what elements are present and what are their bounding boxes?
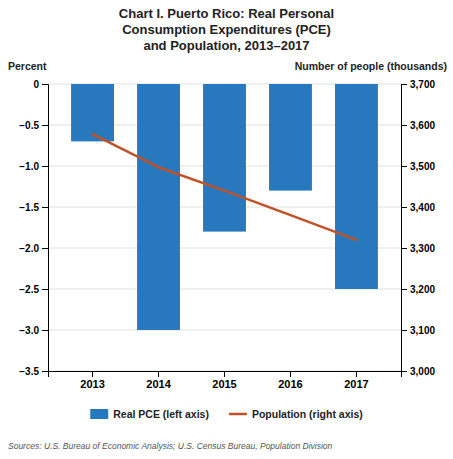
tick: 3,400: [401, 202, 435, 213]
tick: 3,600: [401, 120, 435, 131]
tick-mark: [290, 371, 291, 377]
x-axis: 2013 2014 2015 2016 2017: [49, 371, 402, 390]
tick-label: 2013: [80, 378, 104, 390]
tick-label: −2.0: [19, 243, 39, 254]
tick-label: 3,300: [410, 243, 435, 254]
tick-label: −0.5: [19, 120, 39, 131]
axis-line: [42, 85, 49, 372]
bar: [269, 84, 312, 191]
y-axis: 0 −0.5 −1.0 −1.5 −2.0 −2.5 −3.0 −3.5: [19, 79, 48, 377]
source: Sources: U.S. Bureau of Economic Analysi…: [8, 441, 333, 451]
tick-mark: [401, 207, 407, 208]
bar: [137, 84, 180, 330]
tick: −2.5: [19, 284, 48, 295]
legend-swatch: [229, 413, 247, 416]
legend-item: Real PCE (left axis): [90, 408, 209, 420]
tick-label: 3,100: [410, 325, 435, 336]
axis-line: [49, 372, 402, 378]
tick-mark: [42, 330, 48, 331]
tick-mark: [401, 248, 407, 249]
axis-line: [402, 85, 408, 372]
tick-mark: [42, 289, 48, 290]
tick: −0.5: [19, 120, 48, 131]
tick: −1.5: [19, 202, 48, 213]
tick: 2014: [146, 371, 171, 390]
tick-mark: [42, 248, 48, 249]
tick: 2013: [80, 371, 104, 390]
tick-label: −2.5: [19, 284, 39, 295]
tick: 3,000: [401, 366, 435, 377]
bar: [335, 84, 378, 289]
tick: 2017: [344, 371, 368, 390]
tick: −1.0: [19, 161, 48, 172]
tick-mark: [42, 207, 48, 208]
line: [93, 134, 357, 240]
legend: Real PCE (left axis) Population (right ax…: [90, 408, 363, 420]
tick: 3,500: [401, 161, 435, 172]
tick-mark: [92, 371, 93, 377]
tick-label: 2016: [278, 378, 302, 390]
bar-series: [71, 84, 378, 330]
tick: −2.0: [19, 243, 48, 254]
tick-label: −1.0: [19, 161, 39, 172]
tick-mark: [401, 166, 407, 167]
title: Chart I. Puerto Rico: Real PersonalConsu…: [119, 6, 334, 53]
tick-mark: [356, 371, 357, 377]
y2-axis-title: Number of people (thousands): [295, 60, 447, 72]
tick-label: 2015: [212, 378, 236, 390]
tick: 3,100: [401, 325, 435, 336]
tick-mark: [42, 84, 48, 85]
tick-mark: [401, 125, 407, 126]
legend-swatch: [90, 409, 108, 419]
tick-mark: [401, 371, 407, 372]
tick-mark: [42, 371, 48, 372]
tick-mark: [401, 330, 407, 331]
tick: −3.5: [19, 366, 48, 377]
tick-label: −3.0: [19, 325, 39, 336]
tick-mark: [224, 371, 225, 377]
tick-label: 2017: [344, 378, 368, 390]
tick-mark: [158, 371, 159, 377]
tick-label: 0: [33, 79, 39, 90]
tick-mark: [42, 125, 48, 126]
marks: [71, 84, 378, 330]
tick-mark: [401, 84, 407, 85]
tick-label: 3,700: [410, 79, 435, 90]
plot: 2013 2014 2015 2016 2017 0 −0.5 −1.0 −1.5 −2.0 −2.…: [19, 79, 435, 390]
legend-label: Real PCE (left axis): [113, 408, 209, 420]
tick: 3,300: [401, 243, 435, 254]
tick: 3,200: [401, 284, 435, 295]
tick-label: −3.5: [19, 366, 39, 377]
tick-label: 3,600: [410, 120, 435, 131]
chart: Chart I. Puerto Rico: Real PersonalConsu…: [0, 0, 453, 459]
legend-label: Population (right axis): [252, 408, 363, 420]
y2-axis: 3,700 3,600 3,500 3,400 3,300 3,200 3,100 3,000: [401, 79, 435, 377]
bar: [203, 84, 246, 232]
tick: −3.0: [19, 325, 48, 336]
legend-item: Population (right axis): [229, 408, 363, 420]
tick-label: 3,200: [410, 284, 435, 295]
grid-line: [48, 330, 401, 331]
y-axis-title: Percent: [8, 60, 47, 72]
tick-label: −1.5: [19, 202, 39, 213]
tick-label: 2014: [146, 378, 171, 390]
tick-label: 3,000: [410, 366, 435, 377]
tick: 2016: [278, 371, 302, 390]
tick: 0: [33, 79, 48, 90]
tick: 2015: [212, 371, 236, 390]
tick-label: 3,400: [410, 202, 435, 213]
tick-mark: [42, 166, 48, 167]
grid: [48, 84, 401, 371]
tick-mark: [401, 289, 407, 290]
tick-label: 3,500: [410, 161, 435, 172]
tick: 3,700: [401, 79, 435, 90]
